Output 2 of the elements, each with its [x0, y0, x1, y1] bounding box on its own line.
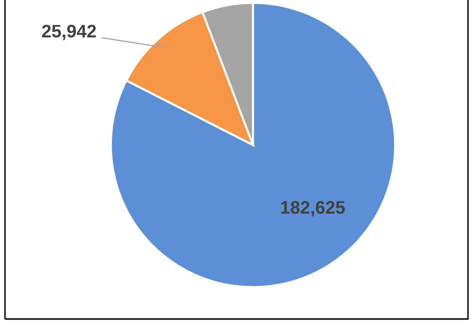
data-label: 25,942 — [42, 24, 96, 40]
data-label: 182,625 — [281, 201, 345, 216]
